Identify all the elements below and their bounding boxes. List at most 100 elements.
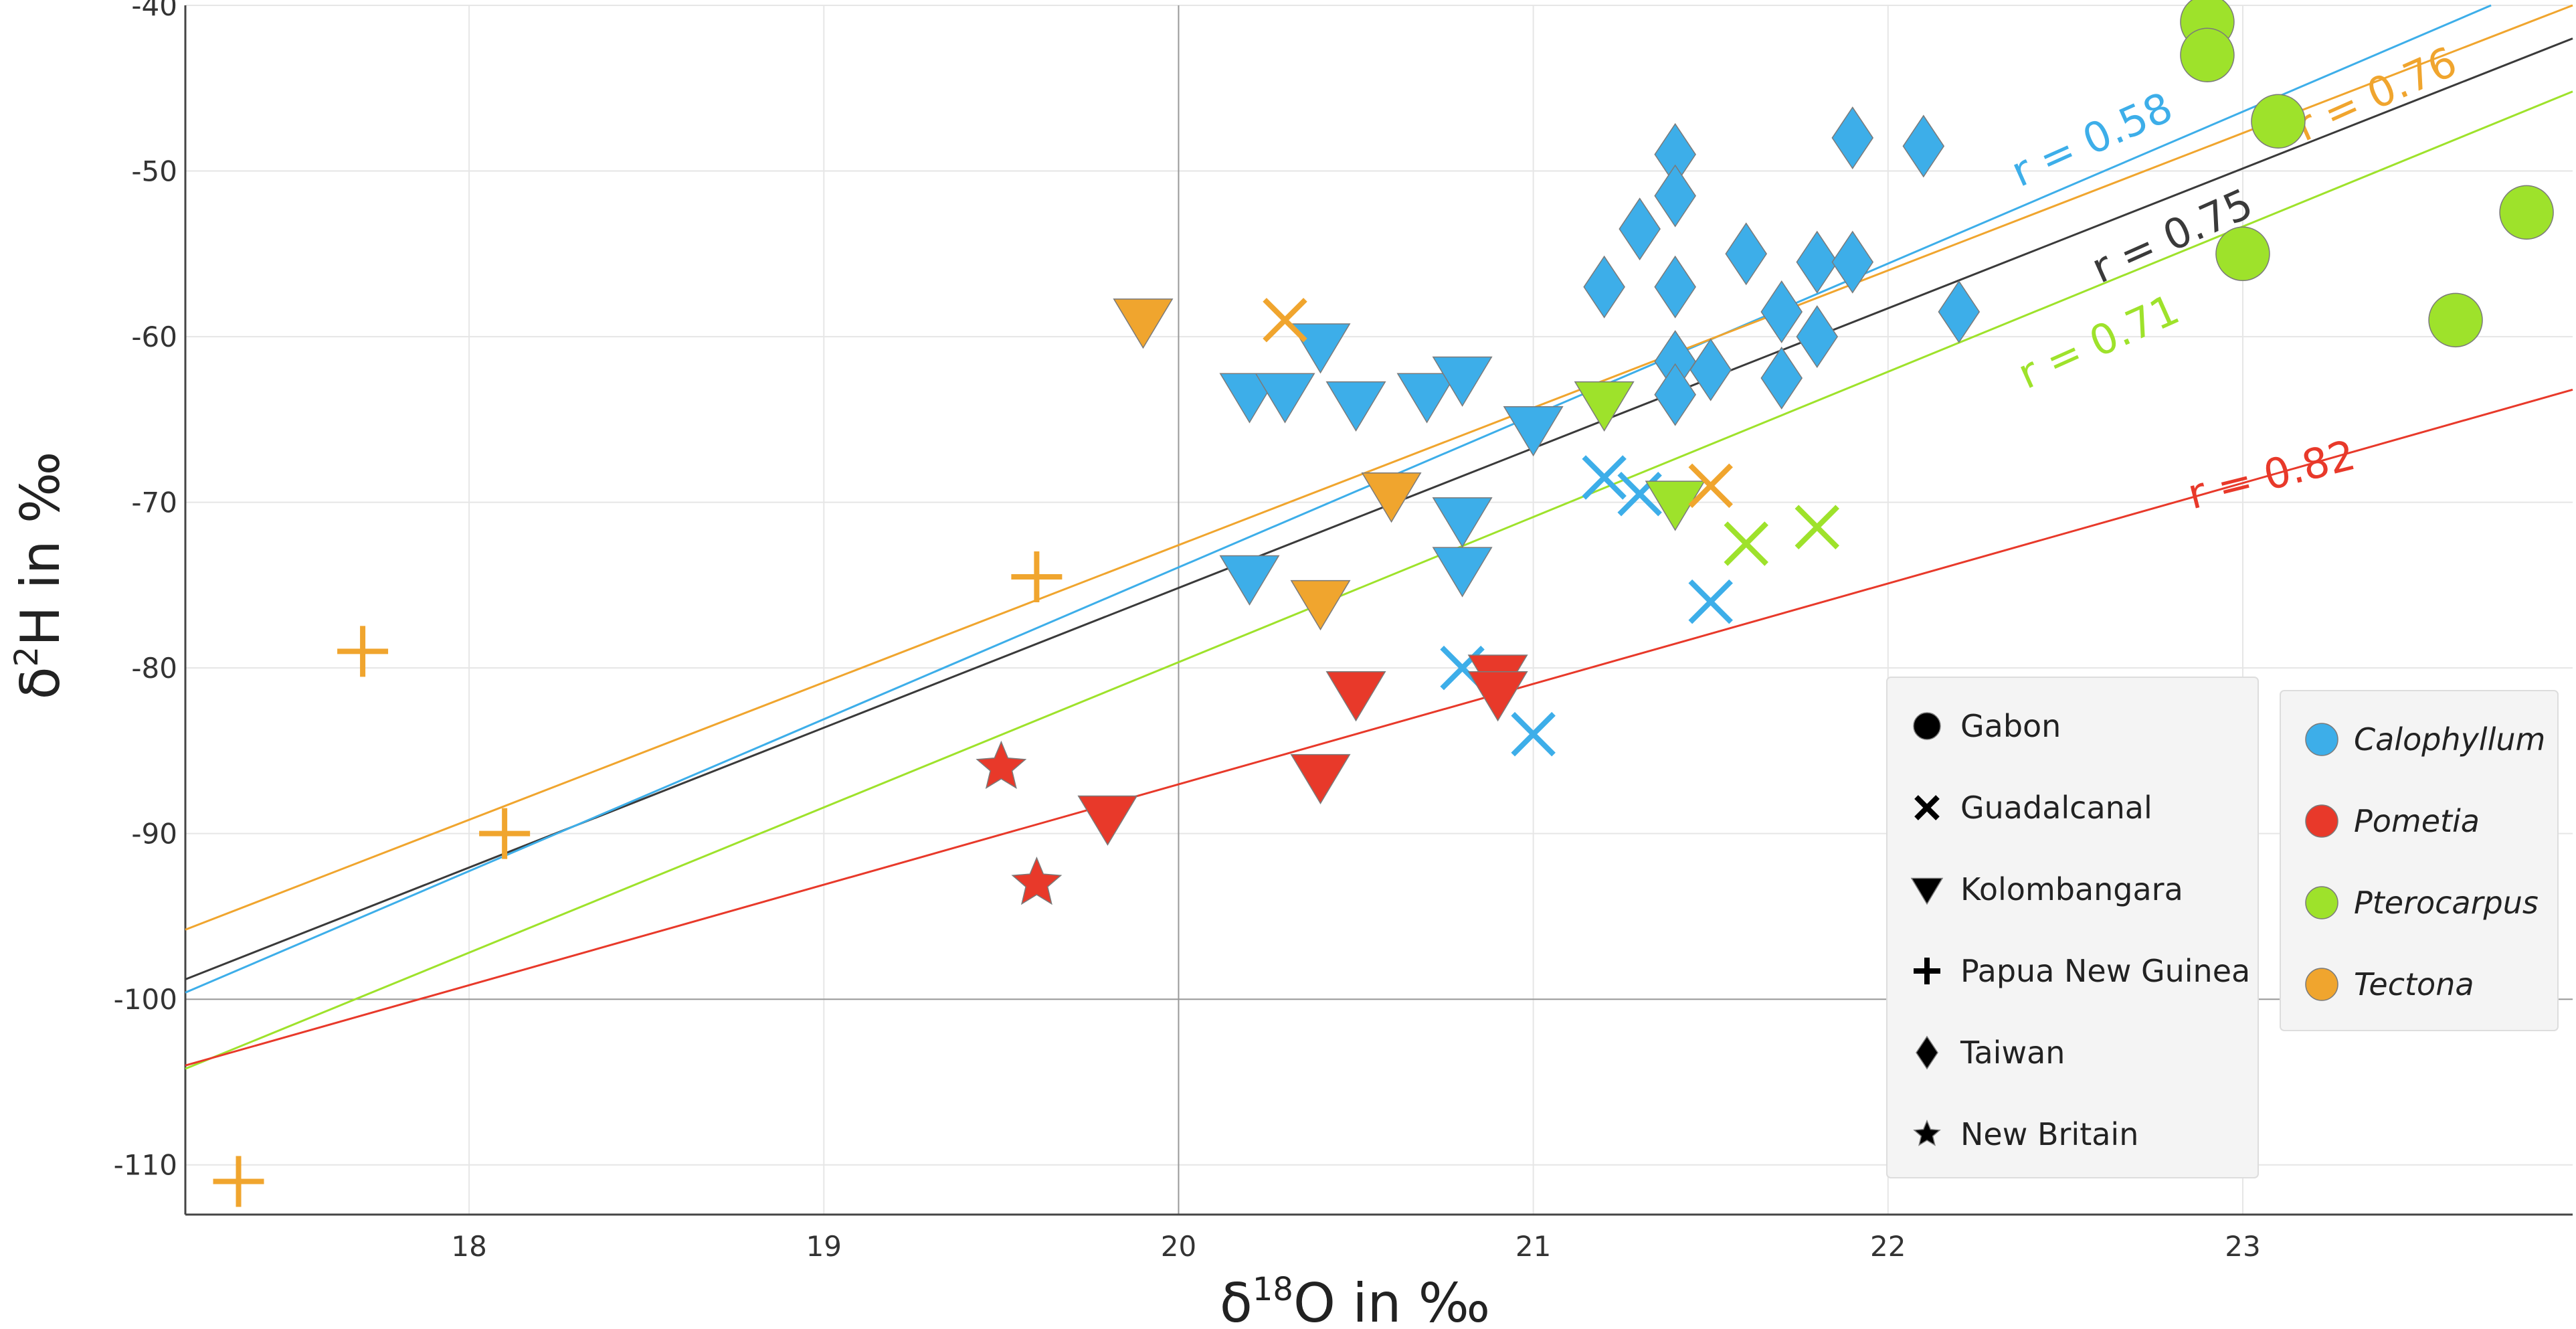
x-tick-labels: 18 19 20 21 22 23 <box>451 1230 2260 1263</box>
point-calophyllum-taiwan-15 <box>1689 338 1732 402</box>
point-calophyllum-taiwan-12 <box>1796 305 1839 369</box>
point-calophyllum-kolombangara-2 <box>1255 373 1315 424</box>
point-calophyllum-guadalcanal-1 <box>1582 455 1627 500</box>
legend-region-marker-guadalcanal <box>1914 795 1940 820</box>
point-pterocarpus-gabon-2 <box>2180 27 2235 83</box>
point-tectona-papua-new-guinea-1 <box>1011 551 1063 602</box>
point-calophyllum-guadalcanal-2 <box>1617 471 1662 517</box>
point-pometia-kolombangara-4 <box>1290 754 1351 805</box>
legend-region-marker-new-britain <box>1913 1120 1941 1146</box>
x-axis-title-rest: O in ‰ <box>1293 1272 1490 1329</box>
legend-species-marker-calophyllum <box>2305 723 2338 756</box>
x-axis-title-base: δ <box>1220 1272 1253 1329</box>
x-tick-label-21: 21 <box>1515 1230 1551 1263</box>
y-tick-label-50: -50 <box>131 155 177 188</box>
legend-species-box <box>2280 690 2559 1031</box>
regression-line-calophyllum <box>185 4 2492 994</box>
point-tectona-guadalcanal-2 <box>1688 463 1733 509</box>
y-tick-label-100: -100 <box>114 983 177 1016</box>
y-tick-label-40: -40 <box>131 0 177 22</box>
axes <box>184 5 2573 1216</box>
point-calophyllum-guadalcanal-4 <box>1511 711 1556 757</box>
point-calophyllum-kolombangara-6 <box>1432 356 1493 407</box>
legend-species-label-tectona: Tectona <box>2354 966 2474 1002</box>
x-tick-label-22: 22 <box>1870 1230 1906 1263</box>
point-calophyllum-guadalcanal-5 <box>1688 579 1733 624</box>
legend-region-marker-papua-new-guinea <box>1914 958 1940 984</box>
point-tectona-papua-new-guinea-4 <box>213 1156 264 1207</box>
legend-region-marker-gabon <box>1913 712 1941 740</box>
point-calophyllum-kolombangara-8 <box>1219 555 1280 606</box>
y-axis-title-rest: H in ‰ <box>9 452 72 646</box>
legend-species-label-pterocarpus: Pterocarpus <box>2354 885 2539 921</box>
y-tick-label-90: -90 <box>131 818 177 851</box>
point-tectona-papua-new-guinea-3 <box>479 808 531 859</box>
point-calophyllum-taiwan-8 <box>1654 255 1696 319</box>
point-pometia-kolombangara-1 <box>1325 671 1386 722</box>
point-tectona-papua-new-guinea-2 <box>337 626 389 677</box>
x-axis-title: δ18O in ‰ <box>1220 1271 1490 1329</box>
y-tick-label-60: -60 <box>131 321 177 353</box>
point-tectona-guadalcanal-1 <box>1263 298 1307 343</box>
point-pterocarpus-gabon-4 <box>2215 226 2270 282</box>
point-calophyllum-taiwan-6 <box>1725 222 1768 286</box>
point-pometia-kolombangara-3 <box>1467 671 1528 722</box>
point-pterocarpus-guadalcanal-2 <box>1795 505 1839 549</box>
regression-line-pterocarpus <box>185 90 2573 1070</box>
y-tick-labels: -40 -50 -60 -70 -80 -90 -100 -110 <box>114 0 177 1182</box>
point-pometia-new-britain-2 <box>1011 856 1063 905</box>
point-calophyllum-taiwan-2 <box>1654 164 1696 228</box>
point-calophyllum-taiwan-13 <box>1938 280 1981 343</box>
legend-region-label-gabon: Gabon <box>1960 708 2061 744</box>
point-tectona-kolombangara-2 <box>1361 472 1422 523</box>
legend-region: Gabon Guadalcanal Kolombangara Papua New Gu… <box>1886 677 2259 1178</box>
legend-region-label-guadalcanal: Guadalcanal <box>1960 790 2152 826</box>
y-axis-title-base: δ <box>9 667 72 699</box>
x-tick-label-19: 19 <box>806 1230 842 1263</box>
x-tick-label-18: 18 <box>451 1230 486 1263</box>
point-calophyllum-taiwan-7 <box>1583 255 1625 319</box>
point-pterocarpus-gabon-3 <box>2251 94 2306 149</box>
point-calophyllum-kolombangara-4 <box>1325 381 1386 432</box>
point-pterocarpus-kolombangara-2 <box>1645 480 1706 531</box>
legend-region-label-kolombangara: Kolombangara <box>1960 871 2183 907</box>
legend-species: Calophyllum Pometia Pterocarpus Tectona <box>2280 690 2559 1031</box>
point-calophyllum-taiwan-16 <box>1760 346 1803 410</box>
point-calophyllum-kolombangara-5 <box>1396 373 1457 424</box>
x-axis-title-sup: 18 <box>1253 1271 1293 1308</box>
point-calophyllum-kolombangara-10 <box>1432 547 1493 598</box>
legend-species-marker-pometia <box>2305 804 2338 838</box>
point-calophyllum-taiwan-3 <box>1831 106 1874 169</box>
point-tectona-kolombangara-1 <box>1113 298 1174 349</box>
point-pterocarpus-gabon-6 <box>2499 185 2554 240</box>
legend-region-label-new-britain: New Britain <box>1960 1116 2138 1152</box>
point-calophyllum-kolombangara-9 <box>1432 497 1493 548</box>
point-pterocarpus-kolombangara-1 <box>1574 381 1635 432</box>
point-pterocarpus-gabon-5 <box>2428 292 2483 348</box>
legend-region-label-papua-new-guinea: Papua New Guinea <box>1960 953 2250 989</box>
legend-region-marker-taiwan <box>1916 1035 1938 1070</box>
regression-line-pometia <box>185 388 2573 1067</box>
point-pterocarpus-guadalcanal-1 <box>1724 521 1768 566</box>
y-tick-label-110: -110 <box>114 1149 177 1182</box>
point-calophyllum-taiwan-10 <box>1831 230 1874 294</box>
y-axis-title-sup: 2 <box>8 646 45 667</box>
y-axis-title: δ2H in ‰ <box>8 452 72 700</box>
point-calophyllum-taiwan-9 <box>1796 230 1839 294</box>
x-tick-label-20: 20 <box>1161 1230 1196 1263</box>
point-pometia-new-britain-1 <box>976 740 1027 789</box>
point-pometia-kolombangara-5 <box>1077 795 1138 846</box>
regression-lines <box>185 4 2573 1070</box>
legend-region-box <box>1886 677 2259 1178</box>
legend-species-marker-pterocarpus <box>2305 886 2338 919</box>
y-tick-label-70: -70 <box>131 486 177 519</box>
point-tectona-kolombangara-3 <box>1290 580 1351 631</box>
y-tick-label-80: -80 <box>131 652 177 685</box>
regression-line-tectona <box>185 4 2573 931</box>
point-calophyllum-taiwan-17 <box>1654 363 1696 426</box>
legend-species-label-pometia: Pometia <box>2354 803 2480 839</box>
x-tick-label-23: 23 <box>2225 1230 2260 1263</box>
point-calophyllum-taiwan-5 <box>1619 197 1661 261</box>
point-calophyllum-kolombangara-3 <box>1290 323 1351 374</box>
